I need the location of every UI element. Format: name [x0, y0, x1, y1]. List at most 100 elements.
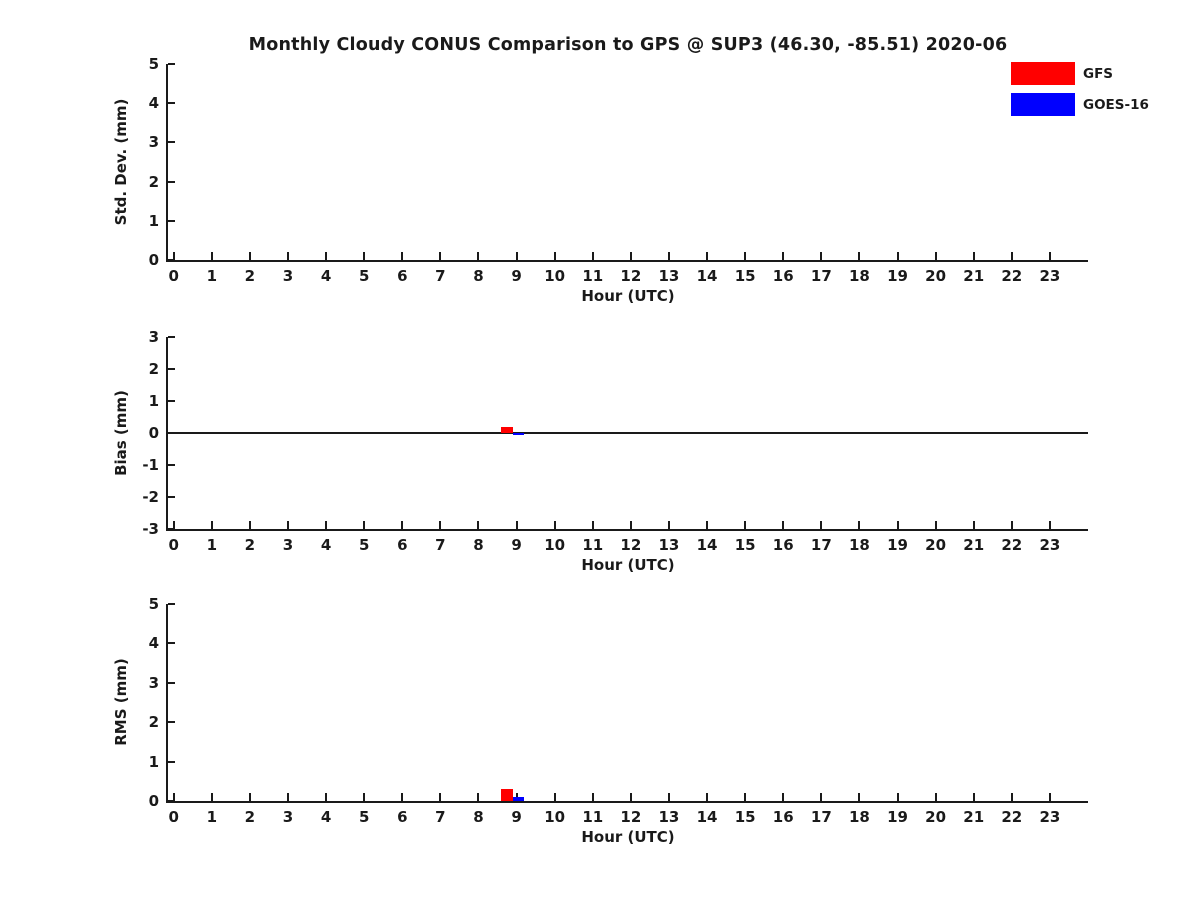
x-tick [477, 521, 480, 529]
x-tick-label: 2 [244, 267, 256, 285]
x-tick-label: 2 [244, 808, 256, 826]
x-tick [210, 252, 213, 260]
y-tick [168, 102, 175, 105]
y-axis-spine [166, 604, 168, 803]
x-tick-label: 15 [734, 536, 756, 554]
x-tick-label: 10 [544, 267, 566, 285]
x-tick-label: 21 [963, 808, 985, 826]
x-tick-label: 23 [1039, 808, 1061, 826]
x-tick [287, 793, 289, 801]
y-tick-label: 3 [148, 673, 159, 692]
x-tick [782, 793, 785, 801]
x-tick-label: 0 [168, 536, 179, 554]
legend-item-gfs: GFS [1011, 62, 1149, 85]
x-tick-label: 17 [810, 808, 832, 826]
x-tick [782, 521, 785, 529]
legend-swatch-goes-16 [1011, 93, 1075, 116]
bar-gfs [501, 789, 513, 801]
y-tick [168, 760, 175, 763]
x-tick-label: 5 [358, 267, 370, 285]
y-tick-label: 1 [148, 392, 159, 410]
x-tick [896, 521, 899, 529]
x-tick [1010, 793, 1013, 801]
y-tick [168, 496, 175, 498]
x-tick [1048, 793, 1051, 801]
y-tick-label: -2 [142, 488, 159, 506]
x-tick [515, 521, 518, 529]
x-axis-label-stddev: Hour (UTC) [581, 287, 675, 305]
x-tick [477, 793, 480, 801]
x-tick [706, 793, 709, 801]
y-tick-label: 2 [148, 713, 159, 732]
x-tick-label: 23 [1039, 536, 1061, 554]
y-axis-spine [166, 337, 168, 531]
x-axis-spine [166, 529, 1088, 531]
x-tick [934, 793, 937, 801]
x-tick-label: 9 [511, 267, 522, 285]
y-tick [168, 400, 175, 402]
x-tick-label: 16 [772, 808, 794, 826]
x-tick [1048, 521, 1051, 529]
x-tick [325, 793, 328, 801]
x-tick-label: 9 [511, 808, 522, 826]
x-tick [744, 793, 747, 801]
y-tick [168, 464, 175, 466]
x-tick [515, 252, 518, 260]
x-tick [172, 252, 175, 260]
x-tick-label: 7 [435, 267, 446, 285]
y-tick [168, 642, 175, 645]
x-tick-label: 21 [963, 267, 985, 285]
x-tick-label: 22 [1001, 808, 1023, 826]
x-tick [629, 521, 632, 529]
x-tick [248, 793, 251, 801]
x-tick-label: 14 [696, 536, 718, 554]
x-tick-label: 10 [544, 808, 566, 826]
y-tick-label: 3 [148, 328, 159, 346]
x-tick [439, 793, 442, 801]
x-tick-label: 7 [435, 808, 446, 826]
x-tick [591, 793, 594, 801]
y-tick-label: 1 [148, 752, 159, 771]
x-tick [820, 521, 823, 529]
x-tick [1048, 252, 1051, 260]
zero-line [168, 432, 1088, 434]
x-tick [363, 521, 366, 529]
x-tick [858, 521, 861, 529]
y-tick-label: -3 [142, 520, 159, 538]
legend-item-goes-16: GOES-16 [1011, 93, 1149, 116]
x-tick [972, 521, 975, 529]
y-tick-label: 0 [148, 251, 159, 269]
x-tick-label: 22 [1001, 536, 1023, 554]
x-tick [287, 521, 289, 529]
y-tick-label: 4 [148, 634, 159, 653]
x-tick-label: 14 [696, 267, 718, 285]
x-tick [629, 793, 632, 801]
x-tick [363, 793, 366, 801]
x-tick-label: 6 [397, 536, 408, 554]
x-tick-label: 18 [848, 267, 870, 285]
x-axis-label-rms: Hour (UTC) [581, 828, 675, 846]
x-tick [287, 252, 289, 260]
x-tick-label: 19 [887, 536, 908, 554]
y-tick [168, 721, 175, 724]
x-tick-label: 17 [810, 267, 832, 285]
y-tick [168, 336, 175, 338]
x-tick [972, 252, 975, 260]
x-tick [172, 521, 175, 529]
x-axis-spine [166, 801, 1088, 803]
figure-title: Monthly Cloudy CONUS Comparison to GPS @… [248, 35, 1008, 55]
x-tick-label: 19 [887, 808, 908, 826]
x-tick [820, 252, 823, 260]
legend-label-goes-16: GOES-16 [1083, 96, 1149, 113]
x-tick [1010, 521, 1013, 529]
x-tick-label: 5 [358, 808, 370, 826]
y-axis-label-rms: RMS (mm) [112, 658, 130, 746]
x-tick-label: 1 [206, 267, 218, 285]
x-tick-label: 11 [582, 808, 604, 826]
x-tick-label: 4 [320, 267, 332, 285]
x-tick-label: 20 [925, 536, 947, 554]
x-tick-label: 23 [1039, 267, 1061, 285]
x-tick-label: 13 [658, 808, 680, 826]
y-tick-label: 0 [148, 424, 159, 442]
x-tick [325, 521, 328, 529]
